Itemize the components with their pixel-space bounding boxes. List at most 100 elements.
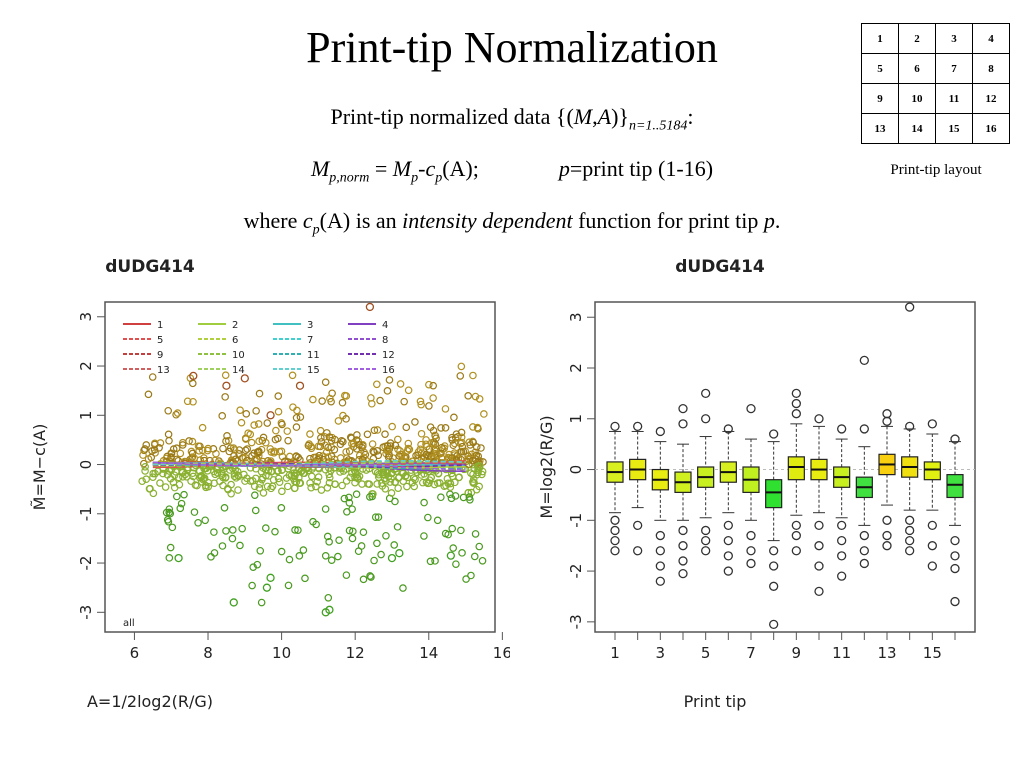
outlier-point [678,556,688,566]
scatter-point [324,593,333,602]
scatter-point [174,473,183,482]
scatter-point [345,493,353,502]
scatter-point [285,555,294,564]
outlier-point [791,530,801,541]
scatter-point [169,445,178,453]
scatter-point [294,526,302,534]
scatter-point [403,473,412,482]
scatter-point [383,445,392,454]
scatter-point [277,447,286,456]
scatter-point [251,491,259,499]
scatter-point [433,516,442,525]
scatter-point [457,526,465,535]
scatter-point [410,482,419,491]
scatter-point [345,526,354,535]
scatter-point [269,476,278,484]
outlier-point [610,546,620,556]
scatter-point [251,506,260,515]
scatter-point [336,468,344,476]
scatter-point [446,483,455,491]
scatter-point [424,451,432,460]
scatter-point [278,487,286,496]
scatter-point [373,426,382,434]
scatter-point [187,477,195,485]
scatter-point [176,449,185,458]
scatter-point [473,470,481,479]
scatter-point [404,444,412,453]
scatter-point [292,452,301,460]
scatter-point [250,421,258,429]
scatter-point [395,473,404,482]
outlier-point [791,398,801,409]
scatter-point [173,492,181,501]
outlier-point [859,424,869,434]
scatter-point [156,479,164,487]
outlier-point [746,403,756,414]
outlier-point [905,525,915,536]
scatter-point [255,452,263,460]
x-tick-label: 8 [203,644,213,662]
scatter-point [472,451,481,460]
scatter-point [145,484,154,493]
scatter-point [340,494,349,503]
scatter-point [178,438,187,447]
scatter-point [188,449,197,458]
scatter-point [162,454,171,463]
scatter-point [325,538,333,546]
scatter-point [267,448,276,456]
outlier-point [723,520,733,531]
layout-cell: 14 [898,113,936,144]
outlier-point [769,546,779,556]
scatter-point [366,493,374,501]
box [765,479,783,509]
scatter-point [404,386,413,395]
scatter-point [163,471,172,479]
outlier-point [229,598,238,607]
legend-label: 5 [157,335,163,346]
scatter-point [172,444,181,453]
outlier-point [678,568,688,579]
scatter-point [274,474,283,483]
scatter-point [317,486,326,494]
outlier-point [905,535,915,546]
layout-cell: 15 [935,113,973,144]
scatter-point [369,447,378,456]
layout-cell: 12 [972,83,1010,114]
outlier-point [814,520,824,531]
scatter-point [448,524,457,533]
scatter-point [425,402,433,410]
legend-label: 16 [382,365,395,376]
scatter-point [283,482,292,491]
scatter-point [450,439,459,448]
scatter-point [266,445,275,453]
scatter-point [151,439,159,448]
outlier-point [927,520,937,531]
scatter-point [374,451,383,460]
legend-label: 7 [307,335,313,346]
scatter-point [296,413,305,421]
scatter-point [370,426,379,435]
scatter-point [394,484,402,492]
legend-footer: all [123,618,135,629]
scatter-point [229,526,237,534]
scatter-point [451,478,459,487]
scatter-point [355,472,364,481]
scatter-point [178,467,187,476]
scatter-point [338,398,347,407]
scatter-point [290,469,298,477]
scatter-point [248,581,256,590]
scatter-point [426,557,435,566]
scatter-point [274,407,283,416]
scatter-point [447,494,456,503]
scatter-point [378,482,387,490]
scatter-point [167,449,176,458]
outlier-point [814,561,824,571]
scatter-point [255,389,264,398]
y-axis-label: M̃=M−c(A) [30,424,49,511]
x-tick-label: 12 [346,644,365,662]
scatter-point [469,423,477,431]
scatter-point [226,444,235,452]
outlier-point [174,553,183,563]
scatter-point [475,542,484,551]
print-tip-layout-caption: Print-tip layout [890,162,982,178]
